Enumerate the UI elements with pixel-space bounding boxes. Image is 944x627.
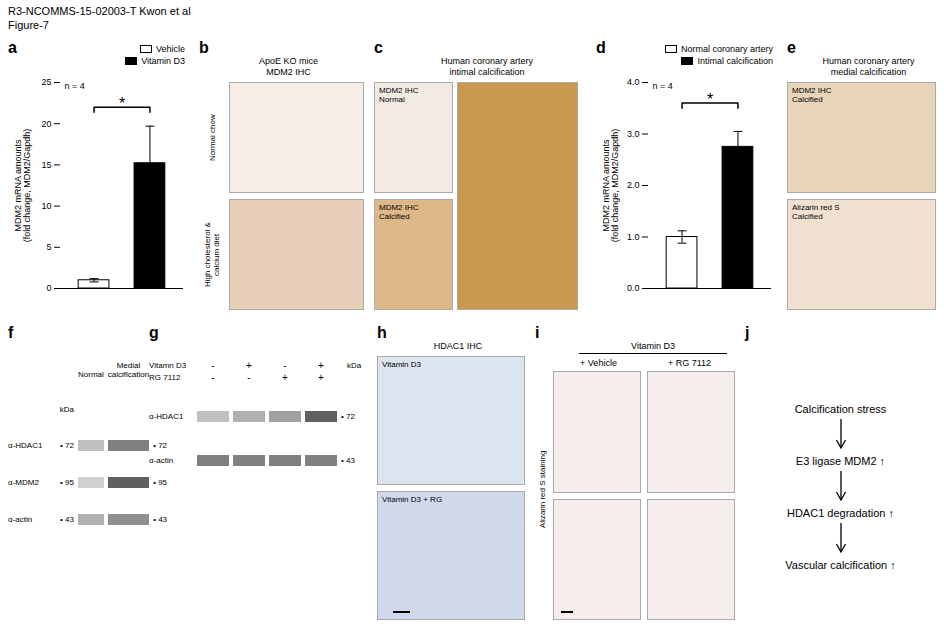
html-text:d: d [596,39,606,56]
html-text:• 43: • 43 [153,515,168,524]
html-text:α-MDM2: α-MDM2 [8,478,39,487]
html-text:Vitamn D3: Vitamn D3 [149,361,187,370]
svg-text:*: * [707,91,713,108]
html-text:Vehicle: Vehicle [156,44,185,54]
html-text:c: c [374,39,383,56]
svg-text:n = 4: n = 4 [653,81,673,91]
html-text:i: i [535,324,540,341]
html-text:• 95: • 95 [60,478,74,487]
html-text:• 72: • 72 [341,412,355,421]
html-text:• 43: • 43 [60,515,74,524]
html-text:MDM2 IHC Calcified: MDM2 IHC Calcified [792,86,832,104]
html-text:Calcification stress: Calcification stress [794,402,887,415]
html-text:• 72: • 72 [153,441,168,450]
html-text:+ Vehicle: + Vehicle [580,358,617,368]
svg-text:0: 0 [46,283,51,293]
svg-text:MDM2 mRNA amounts(fold change,: MDM2 mRNA amounts(fold change, MDM2/Gapd… [601,129,620,243]
html-text:MDM2 IHC Calcified: MDM2 IHC Calcified [379,203,419,221]
html-text:Normal coronary artery: Normal coronary artery [681,44,773,54]
html-text:h: h [377,324,387,341]
html-text:Vitamin D3 + RG: Vitamin D3 + RG [382,495,443,504]
html-text:Vitamin D3: Vitamin D3 [382,360,421,369]
html-text:α-actin: α-actin [149,456,174,465]
html-text:Medial calcification: Medial calcification [107,361,150,379]
html-text:• 95: • 95 [153,478,168,487]
html-text:+ RG 7112: + RG 7112 [667,358,712,368]
html-text:Vitamin D3: Vitamin D3 [631,341,675,351]
svg-text:4.0: 4.0 [627,77,640,87]
html-text:HDAC1 IHC: HDAC1 IHC [433,341,483,351]
svg-text:2.0: 2.0 [627,180,640,190]
html-text:MDM2 IHC Normal: MDM2 IHC Normal [379,86,419,104]
html-text:Intimal calcification: Intimal calcification [697,56,773,66]
html-text:g: g [149,324,159,341]
html-text:kDa: kDa [346,361,362,370]
html-text:b: b [199,39,209,56]
svg-text:*: * [119,95,125,112]
html-text:Alizarin red S staining: Alizarin red S staining [537,450,547,528]
svg-text:5: 5 [46,242,51,252]
html-text:j: j [745,324,750,341]
html-text:Vascular calcification ↑: Vascular calcification ↑ [785,558,896,571]
html-text:Human coronary artery intimal: Human coronary artery intimal calcificat… [441,56,533,77]
html-text:R3-NCOMMS-15-02003-T Kwon et a: R3-NCOMMS-15-02003-T Kwon et al [8,5,191,17]
svg-text:25: 25 [41,77,51,87]
html-text:kDa: kDa [59,405,74,414]
svg-text:1.0: 1.0 [627,232,640,242]
html-text:High cholesterol & calcium die: High cholesterol & calcium diet [203,222,221,287]
html-text:• 43: • 43 [341,456,355,465]
html-text:α-HDAC1: α-HDAC1 [8,441,43,450]
svg-text:15: 15 [41,160,51,170]
html-text:HDAC1 degradation ↑: HDAC1 degradation ↑ [787,506,894,519]
html-text:Normal chow: Normal chow [207,114,217,161]
html-text:e: e [787,39,796,56]
svg-text:n = 4: n = 4 [65,81,85,91]
html-text:α-actin: α-actin [8,515,33,524]
html-text:Vitamin D3: Vitamin D3 [141,56,185,66]
svg-text:20: 20 [41,119,51,129]
html-text:Human coronary artery medial c: Human coronary artery medial calcificati… [822,56,915,77]
svg-text:0.0: 0.0 [627,283,640,293]
html-text:a: a [8,39,17,56]
html-text:Figure-7: Figure-7 [8,19,49,31]
html-text:ApoE KO mice MDM2 IHC: ApoE KO mice MDM2 IHC [259,56,318,77]
html-text:• 72: • 72 [60,441,74,450]
svg-text:10: 10 [41,201,51,211]
html-text:Normal: Normal [78,370,104,379]
html-text:Alizarin red S Calcified: Alizarin red S Calcified [792,203,840,221]
svg-text:MDM2 mRNA amounts(fold change,: MDM2 mRNA amounts(fold change, MDM2/Gapd… [13,129,32,243]
html-text:f: f [8,324,14,341]
html-text:E3 ligase MDM2 ↑: E3 ligase MDM2 ↑ [795,454,886,467]
svg-text:3.0: 3.0 [627,129,640,139]
html-text:α-HDAC1: α-HDAC1 [149,412,184,421]
html-text:RG 7112: RG 7112 [149,373,181,382]
